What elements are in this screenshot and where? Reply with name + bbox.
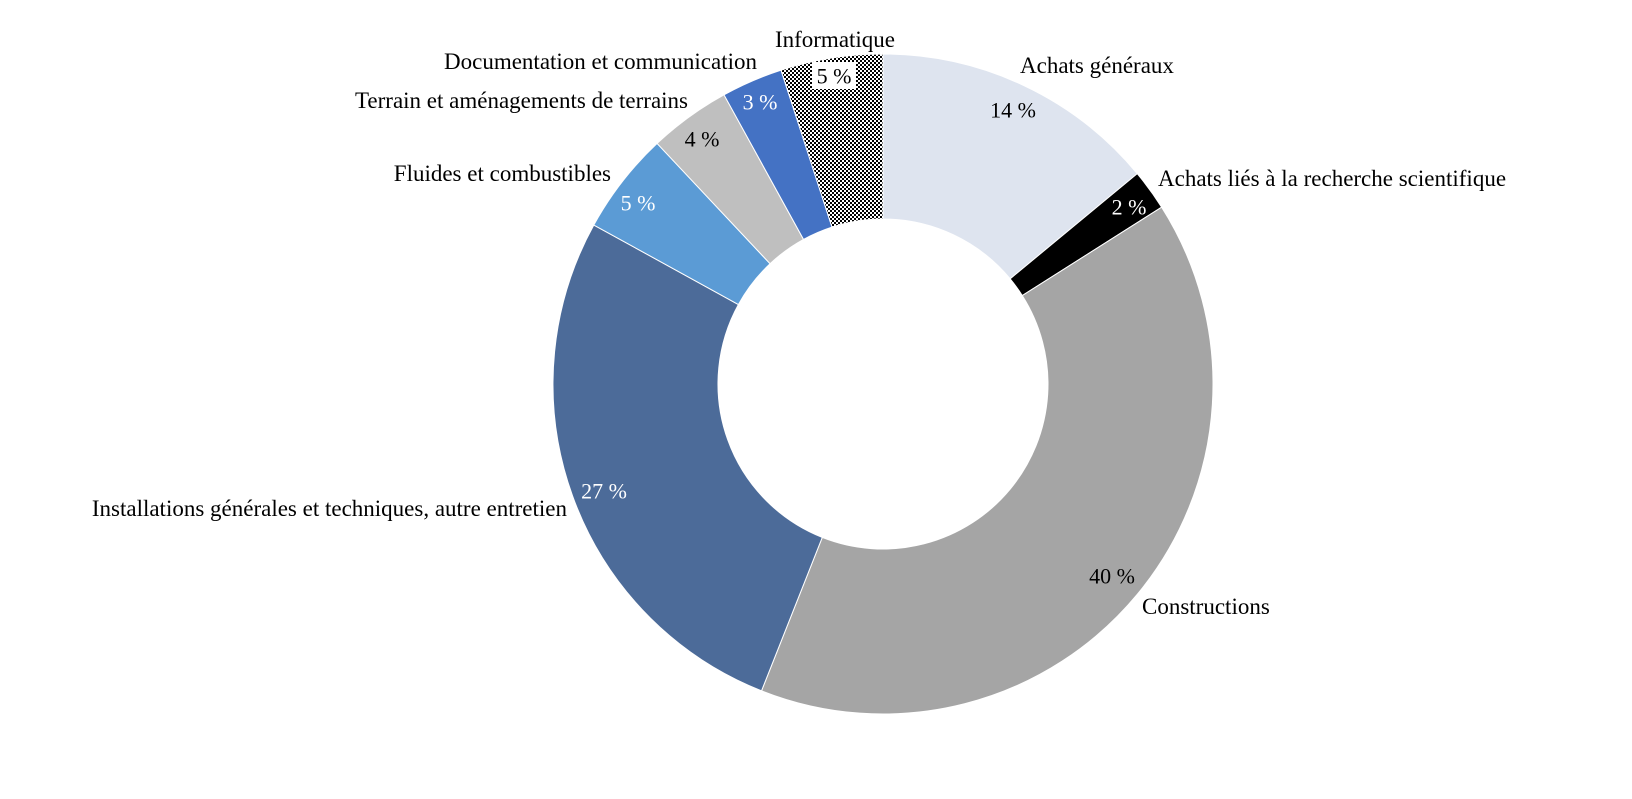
slice-value-label: 27 %	[581, 479, 627, 504]
donut-slice	[552, 224, 823, 692]
donut-slice	[760, 206, 1214, 715]
donut-slice	[780, 53, 884, 228]
slice-category-label: Achats généraux	[1020, 53, 1174, 78]
slices-group	[552, 53, 1214, 715]
slice-value-label: 5 %	[817, 64, 852, 89]
slice-category-label: Documentation et communication	[444, 49, 757, 74]
slice-value-label: 4 %	[685, 127, 720, 152]
donut-slice	[882, 53, 1138, 280]
slice-value-label: 5 %	[621, 191, 656, 216]
category-labels-group: Achats généraux Achats liés à la recherch…	[92, 27, 1506, 619]
slice-value-label: 2 %	[1112, 195, 1147, 220]
value-labels-group: 14 % 2 % 40 % 27 % 5 % 4 % 3 % 5 %	[581, 62, 1146, 589]
slice-category-label: Constructions	[1142, 594, 1270, 619]
slice-category-label: Installations générales et techniques, a…	[92, 496, 568, 521]
slice-value-label: 40 %	[1089, 564, 1135, 589]
slice-category-label: Terrain et aménagements de terrains	[355, 88, 688, 113]
slice-category-label: Fluides et combustibles	[394, 161, 611, 186]
slice-category-label: Achats liés à la recherche scientifique	[1158, 166, 1506, 191]
slice-value-label: 14 %	[990, 98, 1036, 123]
slice-category-label: Informatique	[775, 27, 895, 52]
value-label-background	[812, 62, 856, 89]
slice-value-label: 3 %	[743, 90, 778, 115]
